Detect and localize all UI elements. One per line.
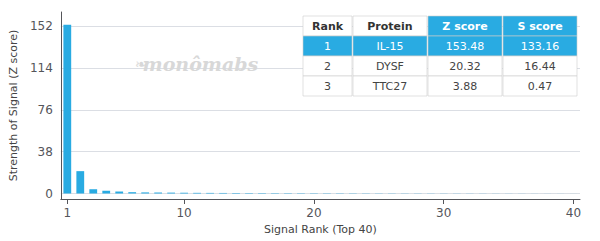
svg-text:133.16: 133.16 (521, 40, 560, 53)
svg-text:DYSF: DYSF (376, 60, 404, 73)
svg-text:16.44: 16.44 (524, 60, 556, 73)
svg-text:40: 40 (566, 206, 581, 220)
svg-text:IL-15: IL-15 (376, 40, 403, 53)
svg-text:S score: S score (517, 20, 562, 33)
svg-text:20.32: 20.32 (449, 60, 481, 73)
svg-text:30: 30 (436, 206, 451, 220)
svg-text:Strength of Signal (Z score): Strength of Signal (Z score) (7, 30, 20, 182)
svg-text:TTC27: TTC27 (372, 80, 407, 93)
svg-text:114: 114 (30, 61, 53, 75)
svg-text:Z score: Z score (442, 20, 487, 33)
svg-text:153.48: 153.48 (446, 40, 485, 53)
svg-text:monômabs: monômabs (143, 53, 259, 75)
svg-text:0: 0 (45, 187, 53, 201)
svg-text:2: 2 (324, 60, 331, 73)
svg-text:38: 38 (38, 145, 53, 159)
svg-text:1: 1 (63, 206, 71, 220)
svg-text:Signal Rank (Top 40): Signal Rank (Top 40) (264, 223, 377, 236)
svg-text:10: 10 (176, 206, 191, 220)
svg-text:152: 152 (30, 19, 53, 33)
svg-text:0.47: 0.47 (528, 80, 553, 93)
svg-text:Protein: Protein (367, 20, 412, 33)
svg-text:1: 1 (324, 40, 331, 53)
svg-text:Rank: Rank (312, 20, 344, 33)
svg-text:76: 76 (38, 103, 53, 117)
svg-text:20: 20 (306, 206, 321, 220)
svg-text:3: 3 (324, 80, 331, 93)
svg-text:3.88: 3.88 (453, 80, 478, 93)
